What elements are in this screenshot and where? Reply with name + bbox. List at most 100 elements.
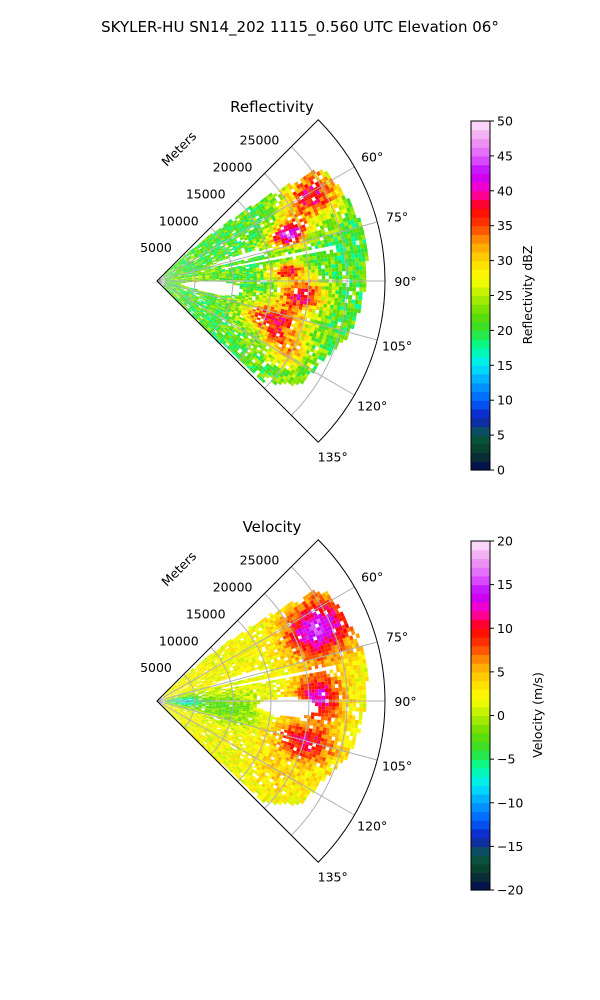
reflectivity-heatmap [162, 169, 369, 387]
heatmap-cell [173, 265, 177, 269]
heatmap-cell [325, 282, 329, 287]
heatmap-cell [273, 292, 277, 295]
heatmap-cell [172, 269, 176, 272]
heatmap-cell [164, 279, 168, 280]
heatmap-cell [336, 248, 341, 253]
azimuth-tick-label: 120° [357, 398, 387, 413]
heatmap-cell [185, 265, 189, 268]
heatmap-cell [199, 263, 203, 266]
heatmap-cell [346, 246, 351, 251]
heatmap-cell [256, 691, 261, 694]
heatmap-cell [273, 274, 278, 278]
heatmap-cell [168, 269, 171, 272]
heatmap-cell [214, 234, 218, 238]
heatmap-cell [291, 273, 295, 277]
heatmap-cell [201, 274, 206, 276]
colorbar-tick-label: 0 [497, 463, 505, 478]
heatmap-cell [317, 682, 322, 686]
heatmap-cell [341, 679, 345, 684]
heatmap-cell [342, 217, 347, 223]
heatmap-cell [211, 270, 216, 273]
heatmap-cell [239, 269, 243, 272]
heatmap-cell [328, 286, 333, 291]
heatmap-cell [246, 285, 250, 288]
heatmap-cell [222, 247, 227, 251]
heatmap-cell [297, 270, 302, 274]
heatmap-cell [313, 208, 318, 213]
heatmap-cell [188, 256, 192, 260]
heatmap-cell [257, 257, 262, 261]
heatmap-cell [276, 292, 281, 296]
heatmap-cell [293, 296, 297, 301]
heatmap-cell [333, 203, 339, 209]
heatmap-cell [333, 236, 338, 242]
heatmap-cell [302, 201, 307, 207]
heatmap-cell [313, 679, 318, 683]
heatmap-cell [294, 276, 298, 280]
heatmap-cell [277, 253, 282, 257]
heatmap-cell [212, 274, 216, 276]
heatmap-cell [184, 275, 189, 277]
heatmap-cell [171, 277, 175, 279]
heatmap-cell [254, 244, 259, 248]
heatmap-cell [222, 257, 227, 261]
heatmap-cell [178, 260, 182, 263]
heatmap-cell [246, 243, 251, 247]
heatmap-cell [273, 229, 278, 233]
heatmap-cell [332, 233, 338, 238]
heatmap-cell [223, 249, 227, 253]
heatmap-cell [308, 206, 314, 211]
heatmap-cell [336, 210, 342, 216]
heatmap-cell [262, 213, 267, 218]
heatmap-cell [320, 261, 325, 266]
heatmap-cell [243, 285, 247, 288]
heatmap-cell [192, 256, 196, 259]
heatmap-cell [265, 263, 270, 266]
heatmap-cell [204, 268, 208, 271]
heatmap-cell [317, 296, 322, 300]
heatmap-cell [256, 217, 261, 222]
heatmap-cell [236, 693, 240, 696]
heatmap-cell [315, 671, 320, 676]
heatmap-cell [251, 209, 256, 214]
heatmap-cell [207, 241, 211, 245]
heatmap-cell [201, 275, 206, 277]
heatmap-cell [192, 250, 196, 254]
heatmap-cell [307, 176, 313, 182]
heatmap-cell [267, 275, 271, 278]
heatmap-cell [303, 183, 309, 189]
heatmap-cell [265, 235, 270, 240]
heatmap-cell [312, 216, 318, 221]
heatmap-cell [202, 246, 206, 250]
heatmap-cell [299, 254, 303, 259]
heatmap-cell [344, 212, 349, 218]
colorbar-segment [471, 286, 490, 297]
heatmap-cell [208, 233, 213, 237]
heatmap-cell [355, 266, 360, 271]
heatmap-cell [253, 275, 257, 278]
heatmap-cell [268, 210, 273, 215]
heatmap-cell [299, 300, 304, 305]
colorbar-segment [471, 208, 490, 218]
heatmap-cell [336, 232, 341, 237]
heatmap-cell [301, 180, 307, 186]
heatmap-cell [216, 237, 220, 241]
heatmap-cell [226, 277, 230, 279]
heatmap-cell [218, 268, 222, 270]
heatmap-cell [205, 246, 210, 249]
heatmap-cell [248, 263, 253, 267]
heatmap-cell [167, 276, 171, 278]
heatmap-cell [245, 250, 250, 254]
heatmap-cell [350, 254, 355, 259]
heatmap-cell [346, 229, 351, 235]
heatmap-cell [209, 262, 214, 265]
heatmap-cell [290, 215, 295, 220]
heatmap-cell [282, 222, 287, 227]
azimuth-tick-label: 60° [361, 150, 383, 165]
heatmap-cell [338, 275, 343, 280]
heatmap-cell [346, 311, 351, 316]
heatmap-cell [334, 189, 340, 195]
heatmap-cell [222, 275, 227, 278]
heatmap-cell [350, 219, 355, 225]
heatmap-cell [345, 270, 350, 276]
